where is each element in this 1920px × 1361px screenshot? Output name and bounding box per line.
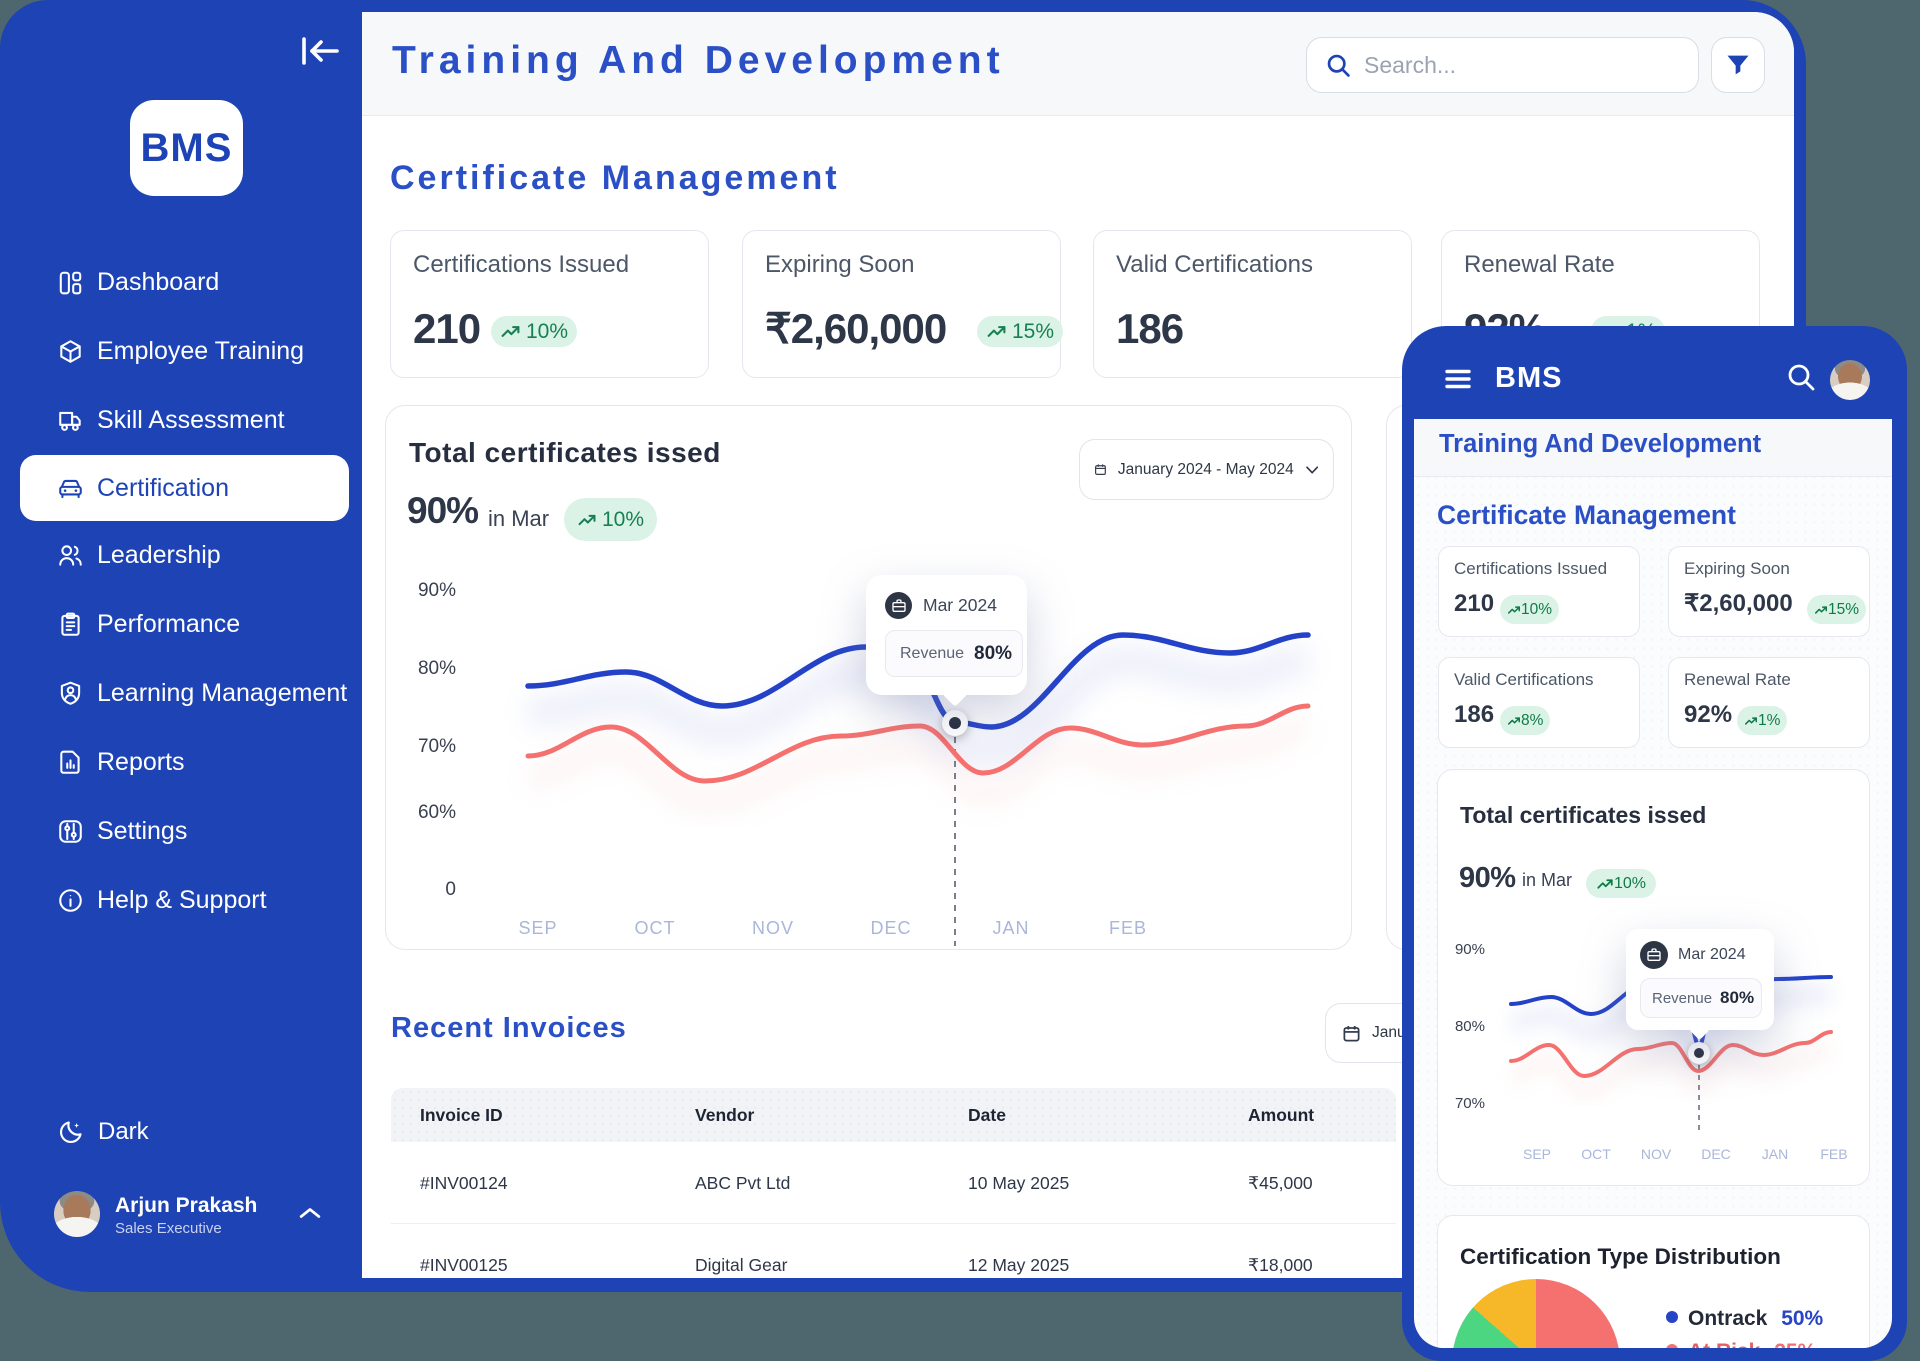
svg-text:0: 0 <box>445 879 456 900</box>
svg-text:80%: 80% <box>1455 1018 1485 1035</box>
svg-text:SEP: SEP <box>1523 1146 1551 1162</box>
svg-text:FEB: FEB <box>1820 1146 1847 1162</box>
svg-text:90%: 90% <box>1455 941 1485 958</box>
svg-text:70%: 70% <box>1455 1095 1485 1112</box>
svg-text:OCT: OCT <box>1581 1146 1611 1162</box>
svg-text:NOV: NOV <box>752 918 794 938</box>
svg-text:90%: 90% <box>418 580 456 601</box>
svg-text:80%: 80% <box>418 658 456 679</box>
svg-text:DEC: DEC <box>1701 1146 1731 1162</box>
svg-text:60%: 60% <box>418 802 456 823</box>
svg-text:FEB: FEB <box>1109 918 1147 938</box>
svg-text:JAN: JAN <box>1762 1146 1788 1162</box>
svg-text:JAN: JAN <box>992 918 1029 938</box>
svg-text:NOV: NOV <box>1641 1146 1672 1162</box>
svg-text:OCT: OCT <box>635 918 676 938</box>
svg-text:DEC: DEC <box>870 918 911 938</box>
svg-text:SEP: SEP <box>518 918 557 938</box>
svg-text:70%: 70% <box>418 736 456 757</box>
